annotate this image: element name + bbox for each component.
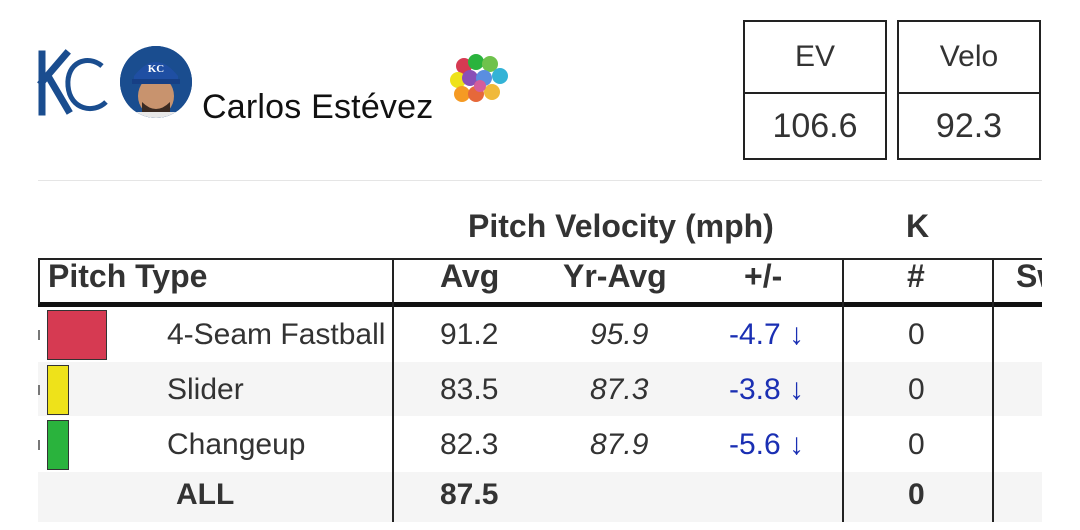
column-header-diff[interactable]: +/- xyxy=(744,258,783,294)
yr-avg-cell: 87.9 xyxy=(590,428,649,461)
header-rule xyxy=(38,302,1042,307)
group-header-k: K xyxy=(906,208,930,244)
pitch-type-cell: Slider xyxy=(167,373,244,406)
stat-box-velo: Velo 92.3 xyxy=(897,20,1041,160)
stat-label: EV xyxy=(745,22,885,94)
player-avatar: KC xyxy=(120,46,192,118)
column-divider xyxy=(38,258,40,304)
column-divider xyxy=(392,258,394,522)
yr-avg-cell: 95.9 xyxy=(590,318,649,351)
avg-cell: 83.5 xyxy=(440,373,499,406)
column-header-yr-avg[interactable]: Yr-Avg xyxy=(563,258,667,294)
avg-cell: 91.2 xyxy=(440,318,499,351)
yr-avg-cell: 87.3 xyxy=(590,373,649,406)
cap-logo-text: KC xyxy=(148,63,165,75)
table-row-bg xyxy=(38,472,1042,522)
section-divider xyxy=(38,180,1042,181)
header-top-rule xyxy=(38,258,1042,260)
table-row-bg xyxy=(38,362,1042,416)
pitch-color-swatch xyxy=(47,310,107,360)
row-marker xyxy=(38,385,40,395)
column-header-avg[interactable]: Avg xyxy=(440,258,500,294)
column-divider xyxy=(842,258,844,522)
total-avg: 87.5 xyxy=(440,478,499,511)
pitch-color-swatch xyxy=(47,365,69,415)
stat-value: 106.6 xyxy=(772,106,858,145)
stat-box-ev: EV 106.6 xyxy=(743,20,887,160)
diff-cell: -5.6 ↓ xyxy=(729,428,805,461)
row-marker xyxy=(38,440,40,450)
pitch-type-cell: Changeup xyxy=(167,428,306,461)
stat-value: 92.3 xyxy=(935,106,1003,145)
total-k: 0 xyxy=(908,478,925,511)
row-marker xyxy=(38,330,40,340)
column-divider xyxy=(992,258,994,522)
k-cell: 0 xyxy=(908,373,925,406)
column-header-sw[interactable]: Sw xyxy=(1016,258,1042,294)
pitch-type-cell: 4-Seam Fastball xyxy=(167,318,386,351)
diff-cell: -4.7 ↓ xyxy=(729,318,805,351)
total-label: ALL xyxy=(176,478,235,511)
pitch-arsenal-icon xyxy=(450,54,508,102)
avg-cell: 82.3 xyxy=(440,428,499,461)
player-name: Carlos Estévez xyxy=(202,88,434,126)
stat-label: Velo xyxy=(899,22,1039,94)
pitch-color-swatch xyxy=(47,420,69,470)
group-header-velocity: Pitch Velocity (mph) xyxy=(468,208,774,244)
diff-cell: -3.8 ↓ xyxy=(729,373,805,406)
column-header-k-count[interactable]: # xyxy=(907,258,925,294)
column-header-pitch-type[interactable]: Pitch Type xyxy=(48,258,208,294)
k-cell: 0 xyxy=(908,318,925,351)
kc-royals-logo xyxy=(37,49,108,116)
k-cell: 0 xyxy=(908,428,925,461)
